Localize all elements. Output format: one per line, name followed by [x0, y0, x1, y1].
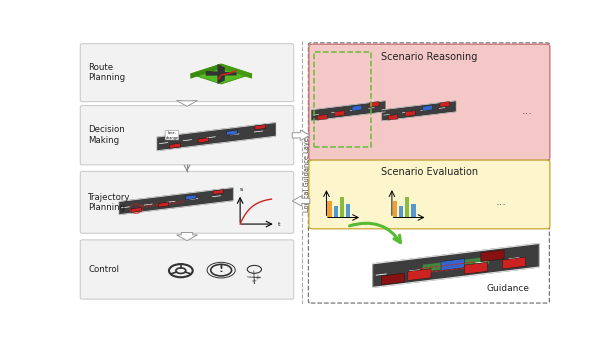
Polygon shape: [198, 138, 209, 143]
Text: t: t: [278, 222, 280, 226]
Polygon shape: [382, 101, 456, 121]
Polygon shape: [373, 244, 539, 287]
Text: ...: ...: [496, 197, 507, 207]
Polygon shape: [423, 105, 433, 111]
Text: Control: Control: [88, 265, 119, 274]
Polygon shape: [190, 64, 221, 79]
Polygon shape: [370, 102, 379, 107]
Polygon shape: [465, 262, 488, 274]
Polygon shape: [177, 233, 198, 241]
Text: Route
Planning: Route Planning: [88, 63, 125, 82]
Polygon shape: [119, 188, 233, 215]
Text: !: !: [218, 264, 223, 274]
Polygon shape: [206, 71, 237, 76]
Polygon shape: [226, 130, 237, 135]
Bar: [327, 201, 332, 218]
Bar: [340, 197, 344, 218]
Polygon shape: [352, 105, 362, 111]
Polygon shape: [502, 257, 526, 269]
Polygon shape: [157, 122, 276, 151]
Polygon shape: [255, 124, 266, 130]
Text: Scenario Evaluation: Scenario Evaluation: [381, 168, 478, 177]
Polygon shape: [177, 101, 198, 106]
Polygon shape: [441, 259, 465, 271]
Polygon shape: [335, 111, 345, 116]
Polygon shape: [190, 64, 252, 84]
Bar: [399, 206, 403, 218]
Bar: [334, 206, 338, 218]
Text: Guidance: Guidance: [487, 284, 529, 293]
Text: Scenario Reasoning: Scenario Reasoning: [381, 52, 477, 62]
FancyBboxPatch shape: [309, 160, 550, 229]
Polygon shape: [159, 202, 169, 207]
Polygon shape: [481, 250, 504, 262]
FancyBboxPatch shape: [80, 106, 294, 165]
FancyBboxPatch shape: [80, 240, 294, 299]
Polygon shape: [440, 102, 450, 107]
Polygon shape: [406, 111, 415, 116]
Text: lane-
change: lane- change: [165, 131, 179, 140]
Polygon shape: [186, 195, 196, 200]
Text: s: s: [240, 187, 243, 193]
Text: Trajectory
Planning: Trajectory Planning: [88, 193, 131, 212]
Polygon shape: [423, 256, 489, 272]
Polygon shape: [170, 143, 181, 148]
Text: Logical Guidance Layer: Logical Guidance Layer: [304, 134, 310, 211]
Bar: [346, 204, 350, 218]
Polygon shape: [213, 189, 223, 195]
FancyArrowPatch shape: [349, 223, 400, 242]
Polygon shape: [312, 101, 386, 121]
Polygon shape: [293, 196, 310, 206]
Text: Decision
Making: Decision Making: [88, 126, 125, 145]
FancyBboxPatch shape: [309, 44, 550, 160]
FancyBboxPatch shape: [80, 171, 294, 233]
Polygon shape: [408, 269, 431, 280]
Polygon shape: [381, 273, 405, 285]
Polygon shape: [131, 208, 141, 212]
FancyBboxPatch shape: [80, 44, 294, 102]
Polygon shape: [293, 130, 310, 141]
Polygon shape: [221, 64, 252, 79]
Polygon shape: [217, 64, 225, 84]
Text: ⚔: ⚔: [244, 266, 264, 286]
Polygon shape: [388, 115, 398, 120]
Polygon shape: [318, 115, 327, 120]
Text: ...: ...: [521, 106, 532, 116]
Bar: [393, 201, 397, 218]
Bar: [411, 204, 416, 218]
Bar: [405, 197, 409, 218]
